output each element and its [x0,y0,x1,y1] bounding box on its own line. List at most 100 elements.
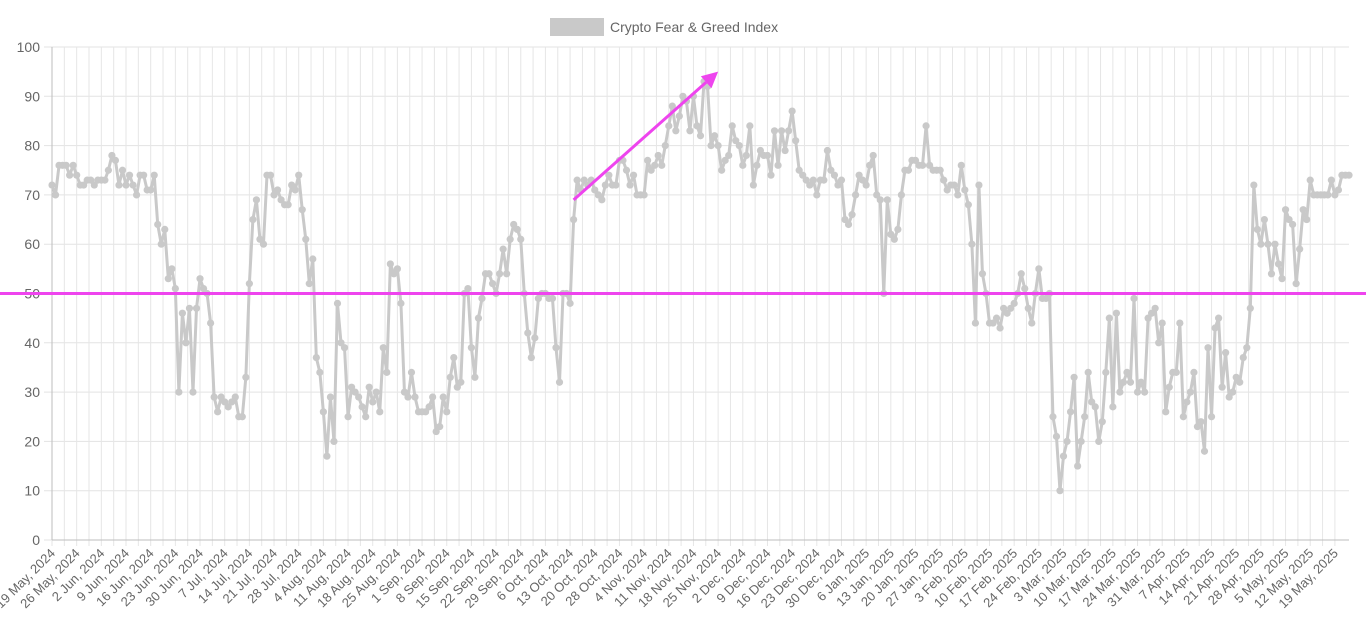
data-point[interactable] [464,284,472,293]
data-point[interactable] [1327,176,1335,184]
data-point[interactable] [1246,304,1254,312]
data-point[interactable] [129,181,137,189]
data-point[interactable] [323,452,331,460]
data-point[interactable] [386,260,394,268]
data-point[interactable] [1204,344,1212,352]
data-point[interactable] [675,112,683,120]
data-point[interactable] [552,344,560,352]
data-point[interactable] [362,413,370,421]
data-point[interactable] [622,166,631,174]
data-point[interactable] [1229,388,1237,396]
data-point[interactable] [446,373,454,381]
data-point[interactable] [474,314,483,322]
data-point[interactable] [1049,413,1057,421]
data-point[interactable] [196,275,204,283]
data-point[interactable] [312,353,320,362]
data-point[interactable] [305,280,313,288]
data-point[interactable] [612,181,620,189]
data-point[interactable] [1172,368,1180,376]
data-point[interactable] [1116,388,1124,396]
data-point[interactable] [725,151,733,160]
data-point[interactable] [1035,265,1043,273]
data-point[interactable] [957,161,965,169]
data-point[interactable] [1010,299,1018,307]
data-point[interactable] [1207,413,1216,421]
data-point[interactable] [1158,319,1166,327]
data-point[interactable] [830,171,839,179]
data-point[interactable] [140,171,148,179]
data-point[interactable] [851,191,860,199]
data-point[interactable] [696,132,705,140]
data-point[interactable] [295,171,303,179]
data-point[interactable] [1299,206,1307,214]
data-point[interactable] [207,319,215,327]
data-point[interactable] [1119,378,1128,386]
data-point[interactable] [1278,275,1286,283]
data-point[interactable] [506,235,514,243]
data-point[interactable] [471,373,479,381]
data-point[interactable] [355,393,363,401]
data-point[interactable] [531,334,539,342]
data-point[interactable] [62,161,70,169]
data-point[interactable] [904,166,913,174]
data-point[interactable] [150,171,158,179]
data-point[interactable] [478,294,486,303]
data-point[interactable] [1074,462,1082,470]
data-point[interactable] [192,304,201,312]
data-point[interactable] [164,275,172,283]
data-point[interactable] [626,181,634,189]
data-point[interactable] [1109,403,1117,411]
data-point[interactable] [746,122,754,130]
data-point[interactable] [189,388,197,396]
data-point[interactable] [1017,270,1025,278]
data-point[interactable] [823,146,831,155]
data-point[interactable] [443,408,451,416]
data-point[interactable] [1236,378,1244,386]
data-point[interactable] [1260,215,1269,224]
data-point[interactable] [992,314,1001,322]
data-point[interactable] [147,186,155,194]
data-point[interactable] [425,403,433,411]
data-point[interactable] [869,151,877,160]
data-point[interactable] [326,393,335,401]
data-point[interactable] [876,196,884,204]
data-point[interactable] [654,151,662,160]
data-point[interactable] [837,176,846,184]
data-point[interactable] [369,398,377,406]
data-point[interactable] [161,225,169,234]
data-point[interactable] [711,132,719,140]
data-point[interactable] [182,339,190,347]
data-point[interactable] [118,166,127,174]
data-point[interactable] [457,378,465,386]
data-point[interactable] [407,368,416,376]
data-point[interactable] [333,299,342,307]
data-point[interactable] [450,353,458,362]
data-point[interactable] [978,270,987,278]
data-points[interactable] [48,77,1353,495]
data-point[interactable] [1186,388,1194,396]
data-point[interactable] [1292,280,1300,288]
data-point[interactable] [964,201,972,209]
data-point[interactable] [242,373,250,381]
data-point[interactable] [101,176,109,184]
data-point[interactable] [1243,344,1251,352]
data-point[interactable] [566,299,574,307]
data-point[interactable] [238,413,246,421]
data-point[interactable] [302,235,310,243]
data-point[interactable] [1334,186,1343,194]
data-point[interactable] [178,309,186,317]
data-point[interactable] [1222,349,1230,357]
data-point[interactable] [1271,240,1279,248]
data-point[interactable] [661,142,669,150]
data-point[interactable] [1289,220,1297,229]
data-point[interactable] [316,368,324,376]
data-point[interactable] [104,166,112,174]
data-point[interactable] [866,161,874,169]
data-point[interactable] [132,191,141,199]
data-point[interactable] [125,171,134,179]
data-point[interactable] [111,156,120,164]
data-point[interactable] [1324,191,1332,199]
data-point[interactable] [175,388,183,396]
data-point[interactable] [436,423,444,431]
data-point[interactable] [154,220,162,229]
